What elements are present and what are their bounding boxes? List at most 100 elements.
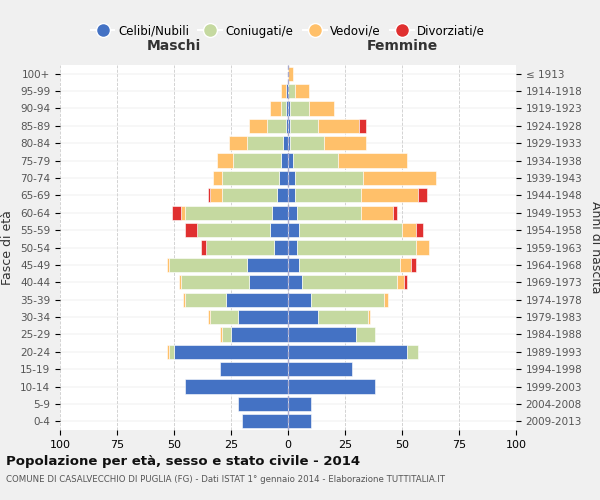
- Bar: [288, 310, 317, 324]
- Bar: [233, 154, 281, 168]
- Bar: [384, 292, 388, 307]
- Bar: [397, 275, 404, 289]
- Bar: [359, 118, 365, 133]
- Bar: [288, 136, 290, 150]
- Bar: [288, 154, 293, 168]
- Bar: [302, 275, 397, 289]
- Y-axis label: Anni di nascita: Anni di nascita: [589, 201, 600, 294]
- Bar: [217, 154, 233, 168]
- Bar: [338, 154, 407, 168]
- Bar: [281, 84, 286, 98]
- Bar: [311, 292, 384, 307]
- Bar: [181, 206, 185, 220]
- Bar: [288, 188, 295, 202]
- Bar: [295, 84, 308, 98]
- Bar: [288, 362, 352, 376]
- Text: Maschi: Maschi: [147, 39, 201, 53]
- Bar: [288, 223, 299, 237]
- Bar: [229, 136, 247, 150]
- Bar: [238, 397, 288, 411]
- Bar: [363, 171, 436, 185]
- Bar: [213, 171, 222, 185]
- Bar: [404, 275, 407, 289]
- Bar: [411, 258, 416, 272]
- Bar: [361, 188, 418, 202]
- Bar: [211, 188, 222, 202]
- Bar: [208, 188, 211, 202]
- Bar: [317, 118, 359, 133]
- Bar: [361, 206, 393, 220]
- Bar: [277, 188, 288, 202]
- Bar: [286, 102, 288, 116]
- Bar: [288, 171, 295, 185]
- Bar: [288, 66, 293, 81]
- Bar: [181, 275, 249, 289]
- Bar: [297, 240, 416, 254]
- Bar: [270, 223, 288, 237]
- Y-axis label: Fasce di età: Fasce di età: [1, 210, 14, 285]
- Bar: [288, 397, 311, 411]
- Bar: [288, 118, 290, 133]
- Bar: [288, 206, 297, 220]
- Legend: Celibi/Nubili, Coniugati/e, Vedovi/e, Divorziati/e: Celibi/Nubili, Coniugati/e, Vedovi/e, Di…: [86, 20, 490, 42]
- Bar: [283, 136, 288, 150]
- Bar: [169, 344, 174, 359]
- Bar: [206, 240, 274, 254]
- Bar: [202, 240, 206, 254]
- Bar: [288, 292, 311, 307]
- Bar: [247, 136, 283, 150]
- Bar: [288, 344, 407, 359]
- Bar: [288, 102, 290, 116]
- Bar: [290, 136, 325, 150]
- Bar: [299, 258, 400, 272]
- Bar: [407, 344, 418, 359]
- Bar: [279, 171, 288, 185]
- Bar: [393, 206, 397, 220]
- Bar: [220, 362, 288, 376]
- Bar: [208, 310, 211, 324]
- Bar: [281, 102, 286, 116]
- Text: COMUNE DI CASALVECCHIO DI PUGLIA (FG) - Dati ISTAT 1° gennaio 2014 - Elaborazion: COMUNE DI CASALVECCHIO DI PUGLIA (FG) - …: [6, 475, 445, 484]
- Bar: [286, 84, 288, 98]
- Bar: [325, 136, 365, 150]
- Bar: [286, 118, 288, 133]
- Text: Femmine: Femmine: [367, 39, 437, 53]
- Bar: [288, 414, 311, 428]
- Bar: [172, 206, 181, 220]
- Bar: [290, 102, 308, 116]
- Bar: [281, 154, 288, 168]
- Bar: [295, 188, 361, 202]
- Bar: [242, 414, 288, 428]
- Bar: [293, 154, 338, 168]
- Bar: [211, 310, 238, 324]
- Bar: [288, 275, 302, 289]
- Bar: [222, 328, 231, 342]
- Bar: [402, 223, 416, 237]
- Bar: [185, 206, 272, 220]
- Bar: [274, 240, 288, 254]
- Bar: [368, 310, 370, 324]
- Bar: [288, 380, 374, 394]
- Bar: [174, 344, 288, 359]
- Bar: [297, 206, 361, 220]
- Bar: [295, 171, 363, 185]
- Bar: [288, 84, 295, 98]
- Bar: [231, 328, 288, 342]
- Bar: [288, 258, 299, 272]
- Bar: [185, 380, 288, 394]
- Bar: [290, 118, 317, 133]
- Bar: [272, 206, 288, 220]
- Bar: [247, 258, 288, 272]
- Bar: [299, 223, 402, 237]
- Bar: [288, 240, 297, 254]
- Bar: [308, 102, 334, 116]
- Bar: [249, 118, 268, 133]
- Bar: [416, 240, 430, 254]
- Bar: [418, 188, 427, 202]
- Bar: [185, 292, 226, 307]
- Bar: [317, 310, 368, 324]
- Bar: [167, 344, 169, 359]
- Bar: [197, 223, 270, 237]
- Bar: [249, 275, 288, 289]
- Bar: [270, 102, 281, 116]
